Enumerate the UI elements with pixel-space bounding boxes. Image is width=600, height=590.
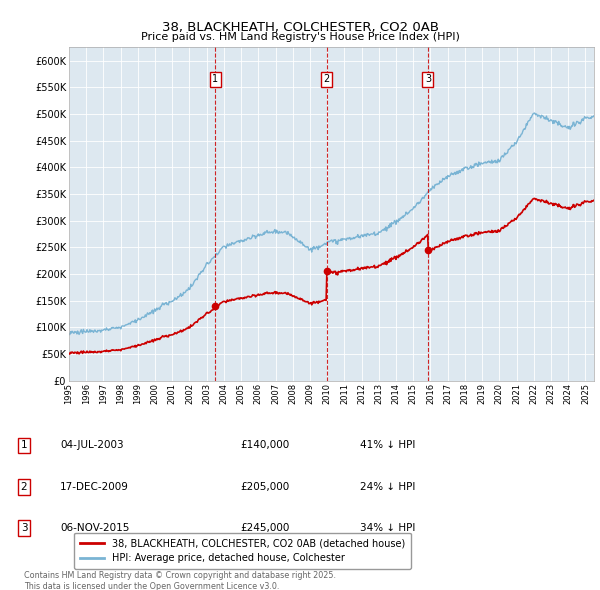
Legend: 38, BLACKHEATH, COLCHESTER, CO2 0AB (detached house), HPI: Average price, detach: 38, BLACKHEATH, COLCHESTER, CO2 0AB (det… <box>74 533 411 569</box>
Text: 3: 3 <box>425 74 431 84</box>
Text: £205,000: £205,000 <box>240 482 289 491</box>
Text: 3: 3 <box>20 523 28 533</box>
Text: 41% ↓ HPI: 41% ↓ HPI <box>360 441 415 450</box>
Text: Contains HM Land Registry data © Crown copyright and database right 2025.
This d: Contains HM Land Registry data © Crown c… <box>24 571 336 590</box>
Text: Price paid vs. HM Land Registry's House Price Index (HPI): Price paid vs. HM Land Registry's House … <box>140 32 460 42</box>
Text: 17-DEC-2009: 17-DEC-2009 <box>60 482 129 491</box>
Text: 2: 2 <box>20 482 28 491</box>
Text: 34% ↓ HPI: 34% ↓ HPI <box>360 523 415 533</box>
Text: £245,000: £245,000 <box>240 523 289 533</box>
Text: 38, BLACKHEATH, COLCHESTER, CO2 0AB: 38, BLACKHEATH, COLCHESTER, CO2 0AB <box>161 21 439 34</box>
Text: 2: 2 <box>323 74 329 84</box>
Text: 1: 1 <box>20 441 28 450</box>
Text: £140,000: £140,000 <box>240 441 289 450</box>
Text: 24% ↓ HPI: 24% ↓ HPI <box>360 482 415 491</box>
Text: 1: 1 <box>212 74 218 84</box>
Text: 04-JUL-2003: 04-JUL-2003 <box>60 441 124 450</box>
Text: 06-NOV-2015: 06-NOV-2015 <box>60 523 130 533</box>
